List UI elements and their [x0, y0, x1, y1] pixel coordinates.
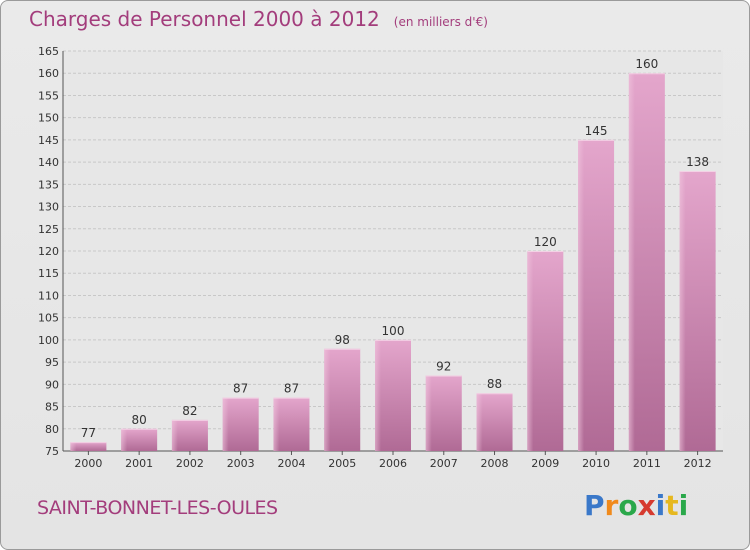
- chart-title-text: Charges de Personnel 2000 à 2012: [29, 7, 380, 31]
- x-tick-label-2011: 2011: [633, 457, 661, 470]
- y-tick-label: 100: [38, 334, 59, 347]
- data-label-2000: 77: [81, 426, 96, 440]
- y-tick-label: 140: [38, 156, 59, 169]
- y-tick-label: 115: [38, 267, 59, 280]
- data-label-2002: 82: [182, 404, 197, 418]
- data-label-2011: 160: [635, 57, 658, 71]
- y-tick-label: 145: [38, 134, 59, 147]
- x-tick-label-2001: 2001: [125, 457, 153, 470]
- bar-highlight: [425, 375, 432, 451]
- y-tick-label: 85: [45, 401, 59, 414]
- bar-2000: [70, 442, 107, 451]
- x-tick-label-2005: 2005: [328, 457, 356, 470]
- logo-letter: i: [678, 489, 689, 522]
- logo-letter: o: [618, 489, 638, 522]
- x-tick-label-2008: 2008: [481, 457, 509, 470]
- logo-letter: t: [665, 489, 679, 522]
- y-tick-label: 155: [38, 89, 59, 102]
- data-label-2004: 87: [284, 382, 299, 396]
- data-label-2009: 120: [534, 235, 557, 249]
- bar-highlight: [70, 442, 77, 451]
- x-tick-label-2010: 2010: [582, 457, 610, 470]
- x-tick-label-2000: 2000: [74, 457, 102, 470]
- chart-subtitle: (en milliers d'€): [393, 15, 488, 29]
- x-tick-label-2012: 2012: [684, 457, 712, 470]
- x-tick-label-2003: 2003: [227, 457, 255, 470]
- data-label-2012: 138: [686, 155, 709, 169]
- chart-title: Charges de Personnel 2000 à 2012 (en mill…: [29, 7, 488, 31]
- bar-highlight: [578, 139, 585, 451]
- bar-highlight: [171, 419, 178, 451]
- data-label-2010: 145: [585, 124, 608, 138]
- data-label-2001: 80: [132, 413, 147, 427]
- y-tick-label: 90: [45, 378, 59, 391]
- y-tick-label: 110: [38, 289, 59, 302]
- data-label-2008: 88: [487, 377, 502, 391]
- commune-name: SAINT-BONNET-LES-OULES: [37, 497, 278, 519]
- data-label-2003: 87: [233, 382, 248, 396]
- y-tick-label: 130: [38, 201, 59, 214]
- data-label-2005: 98: [335, 333, 350, 347]
- y-tick-label: 120: [38, 245, 59, 258]
- y-tick-label: 125: [38, 223, 59, 236]
- proxiti-logo: Proxiti: [584, 489, 688, 522]
- logo-letter: P: [584, 489, 605, 522]
- y-tick-label: 105: [38, 312, 59, 325]
- logo-letter: i: [655, 489, 666, 522]
- y-tick-label: 80: [45, 423, 59, 436]
- bar-highlight: [476, 393, 483, 451]
- bar-2001: [121, 428, 158, 451]
- x-tick-label-2004: 2004: [277, 457, 305, 470]
- y-tick-label: 135: [38, 178, 59, 191]
- x-tick-label-2002: 2002: [176, 457, 204, 470]
- bar-highlight: [324, 348, 331, 451]
- y-tick-label: 165: [38, 45, 59, 58]
- y-tick-label: 150: [38, 112, 59, 125]
- logo-letter: r: [604, 489, 619, 522]
- data-label-2007: 92: [436, 359, 451, 373]
- y-tick-label: 160: [38, 67, 59, 80]
- bar-highlight: [527, 251, 534, 451]
- bar-highlight: [222, 397, 229, 451]
- bar-highlight: [679, 171, 686, 451]
- logo-letter: x: [637, 489, 656, 522]
- x-tick-label-2009: 2009: [531, 457, 559, 470]
- y-tick-label: 95: [45, 356, 59, 369]
- data-label-2006: 100: [382, 324, 405, 338]
- x-tick-label-2007: 2007: [430, 457, 458, 470]
- bar-highlight: [121, 428, 128, 451]
- bar-highlight: [273, 397, 280, 451]
- bar-highlight: [628, 73, 635, 451]
- x-tick-label-2006: 2006: [379, 457, 407, 470]
- bar-highlight: [375, 339, 381, 451]
- y-tick-label: 75: [45, 445, 59, 458]
